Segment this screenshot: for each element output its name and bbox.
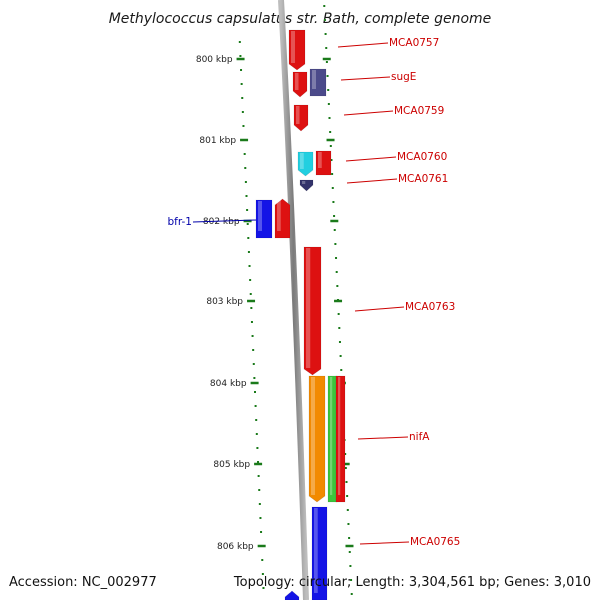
gene-labels: MCA0757 sugE MCA0759 MCA0760 MCA0761 bfr-1 MCA…	[168, 37, 461, 548]
tick-label: 806 kbp	[217, 542, 254, 552]
gene-label: MCA0760	[397, 151, 447, 163]
tick-label: 802 kbp	[203, 217, 240, 227]
gene-feature	[311, 506, 328, 600]
gene-label: MCA0765	[410, 536, 460, 548]
gene-label: sugE	[391, 71, 416, 83]
gene-feature-highlight	[338, 377, 341, 495]
gene-feature-highlight	[258, 201, 262, 231]
gene-label: nifA	[409, 431, 430, 443]
ruler-dots	[238, 5, 353, 595]
label-leader-line	[337, 42, 389, 48]
tick-label: 801 kbp	[199, 136, 236, 146]
gene-feature	[303, 246, 322, 376]
map-title: Methylococcus capsulatus str. Bath, comp…	[109, 11, 492, 27]
gene-feature-highlight	[312, 70, 316, 89]
gene-feature-highlight	[306, 248, 311, 368]
gene-feature	[327, 375, 338, 503]
gene-feature-highlight	[311, 377, 315, 495]
accession-text: Accession: NC_002977	[9, 575, 157, 590]
gene-feature-highlight	[318, 152, 322, 168]
gene-feature-highlight	[302, 181, 306, 184]
tick-label: 800 kbp	[196, 55, 233, 65]
gene-label: MCA0759	[394, 105, 444, 117]
gene-feature	[315, 150, 332, 176]
gene-feature	[274, 198, 291, 239]
gene-label: MCA0763	[405, 301, 455, 313]
label-leader-line	[354, 306, 405, 312]
gene-feature	[292, 71, 308, 98]
tick-label: 805 kbp	[213, 460, 250, 470]
summary-text: Topology: circular; Length: 3,304,561 bp…	[233, 575, 591, 590]
gene-feature	[293, 104, 309, 132]
gene-label: bfr-1	[168, 216, 192, 228]
gene-feature-highlight	[287, 592, 291, 593]
gene-feature-highlight	[296, 106, 300, 124]
gene-feature	[297, 151, 314, 177]
gene-feature-highlight	[277, 200, 281, 231]
label-leader-line	[340, 76, 391, 81]
label-leader-line	[346, 178, 398, 184]
gene-feature	[255, 199, 273, 239]
gene-feature-highlight	[291, 31, 295, 63]
gene-feature-highlight	[295, 73, 299, 90]
gene-feature	[335, 375, 346, 503]
gene-label: MCA0757	[389, 37, 439, 49]
tick-label: 804 kbp	[210, 379, 247, 389]
gene-feature	[288, 29, 306, 71]
gene-feature	[299, 179, 314, 192]
gene-feature	[308, 375, 326, 503]
tick-label: 803 kbp	[206, 297, 243, 307]
gene-feature-highlight	[314, 508, 318, 593]
label-leader-line	[357, 436, 409, 440]
ruler-ticks: 800 kbp 801 kbp 802 kbp 803 kbp 804 kbp 805 k…	[196, 55, 354, 552]
gene-feature	[284, 590, 300, 600]
label-leader-line	[192, 219, 257, 223]
label-leader-line	[345, 156, 397, 162]
gene-label: MCA0761	[398, 173, 448, 185]
backbone-line	[278, 0, 309, 600]
gene-feature	[309, 68, 327, 97]
label-leader-line	[359, 541, 410, 545]
label-leader-line	[343, 110, 394, 116]
gene-features	[255, 29, 346, 600]
gene-feature-highlight	[330, 377, 333, 495]
gene-feature-highlight	[300, 153, 304, 169]
